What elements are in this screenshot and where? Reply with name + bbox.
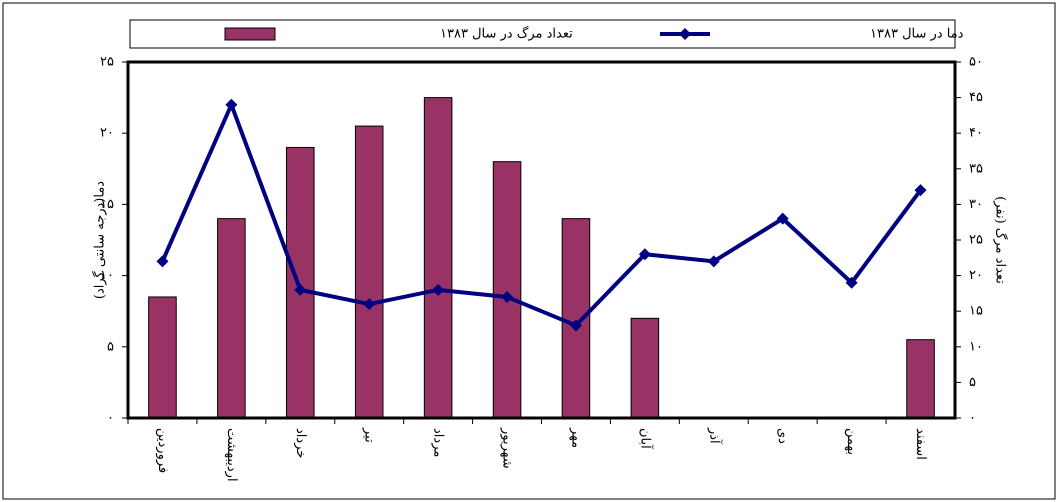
line-marker bbox=[776, 212, 789, 225]
y2-tick-label: ۱۵ bbox=[969, 304, 983, 319]
x-tick-label: شهریور bbox=[500, 427, 515, 469]
line-marker bbox=[501, 290, 514, 303]
bar bbox=[423, 97, 453, 419]
x-tick-label: آبان bbox=[637, 428, 654, 450]
x-tick-label: تیر bbox=[362, 427, 377, 443]
bar bbox=[217, 218, 246, 419]
x-tick-label: فروردین bbox=[155, 428, 170, 473]
line-marker bbox=[363, 298, 376, 311]
y2-tick-label: ۵ bbox=[969, 375, 976, 390]
legend-label: تعداد مرگ در سال ۱۳۸۳ bbox=[440, 26, 573, 42]
y-tick-label: ۵ bbox=[107, 339, 114, 354]
x-tick-label: بهمن bbox=[844, 428, 859, 455]
plot-frame bbox=[126, 60, 957, 420]
bar bbox=[492, 161, 522, 419]
x-tick-label: مهر bbox=[568, 427, 583, 448]
y2-tick-label: ۰ bbox=[969, 411, 976, 426]
line-marker bbox=[225, 98, 238, 111]
y2-tick-label: ۲۵ bbox=[969, 233, 983, 248]
x-tick-label: اسفند bbox=[913, 428, 928, 460]
y2-axis-label: تعداد مرگ (نفر) bbox=[993, 196, 1009, 284]
bar bbox=[630, 317, 660, 419]
y-axis-label: دما(درجه سانتی گراد) bbox=[92, 181, 108, 299]
y2-tick-label: ۴۰ bbox=[969, 126, 983, 141]
x-tick-label: خرداد bbox=[293, 428, 308, 458]
legend-marker bbox=[679, 28, 691, 40]
line-marker bbox=[156, 255, 169, 268]
y2-tick-label: ۳۵ bbox=[969, 161, 983, 176]
y-tick-label: ۱۵ bbox=[100, 197, 114, 212]
x-tick-label: اردیبهشت bbox=[224, 428, 239, 482]
y2-tick-label: ۱۰ bbox=[969, 339, 983, 354]
line-marker bbox=[294, 283, 307, 296]
line bbox=[160, 99, 923, 328]
line-marker bbox=[432, 283, 445, 296]
bar bbox=[148, 296, 177, 419]
line-marker bbox=[569, 319, 582, 332]
x-tick-label: مرداد bbox=[431, 428, 446, 457]
line-marker bbox=[638, 248, 651, 261]
bar bbox=[906, 339, 935, 419]
legend-swatch bbox=[224, 27, 276, 41]
x-tick-label: آذر bbox=[706, 427, 723, 445]
line-marker bbox=[845, 276, 858, 289]
bar bbox=[286, 146, 315, 419]
line-marker bbox=[914, 184, 927, 197]
y2-tick-label: ۲۰ bbox=[969, 268, 983, 283]
y-tick-label: ۲۰ bbox=[100, 126, 114, 141]
bar bbox=[354, 125, 384, 419]
x-tick-label: دی bbox=[775, 428, 790, 444]
y-tick-label: ۰ bbox=[107, 411, 114, 426]
line-marker bbox=[707, 255, 720, 268]
y-tick-label: ۲۵ bbox=[100, 55, 114, 70]
y2-tick-label: ۵۰ bbox=[969, 55, 983, 70]
y2-tick-label: ۳۰ bbox=[969, 197, 983, 212]
legend-label: دما در سال ۱۳۸۳ bbox=[870, 27, 964, 42]
y2-tick-label: ۴۵ bbox=[969, 90, 983, 105]
y-tick-label: ۱۰ bbox=[100, 268, 114, 283]
